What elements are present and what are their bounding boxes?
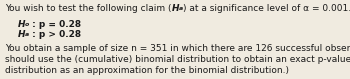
Text: a: a: [25, 32, 29, 38]
Text: : p = 0.28: : p = 0.28: [29, 20, 81, 29]
Text: o: o: [25, 23, 29, 27]
Text: ) at a significance level of α = 0.001.: ) at a significance level of α = 0.001.: [183, 4, 350, 13]
Text: distribution as an approximation for the binomial distribution.): distribution as an approximation for the…: [5, 66, 289, 75]
Text: a: a: [178, 6, 183, 12]
Text: should use the (cumulative) binomial distribution to obtain an exact p-value. (D: should use the (cumulative) binomial dis…: [5, 55, 350, 64]
Text: You wish to test the following claim (: You wish to test the following claim (: [5, 4, 172, 13]
Text: H: H: [18, 20, 26, 29]
Text: H: H: [18, 30, 26, 39]
Text: You obtain a sample of size n = 351 in which there are 126 successful observatio: You obtain a sample of size n = 351 in w…: [5, 44, 350, 53]
Text: H: H: [172, 4, 179, 13]
Text: : p > 0.28: : p > 0.28: [29, 30, 81, 39]
